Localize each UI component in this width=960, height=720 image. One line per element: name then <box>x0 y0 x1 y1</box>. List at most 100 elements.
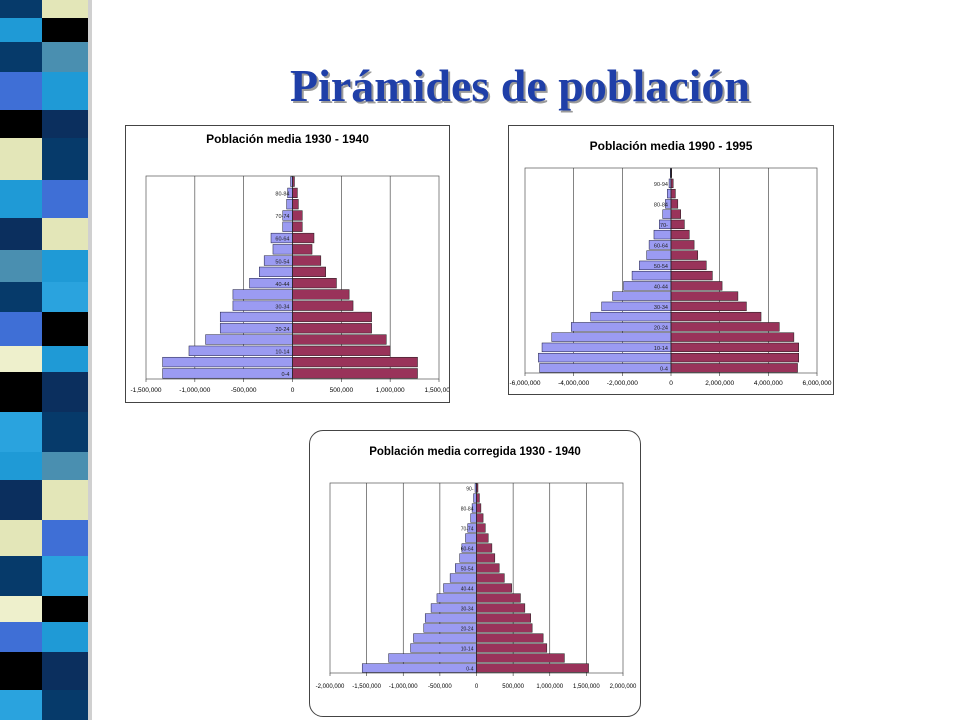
stripe-block-right <box>42 690 90 720</box>
age-group-label: 70- <box>660 223 668 229</box>
stripe-block-right <box>42 0 90 18</box>
stripe-block-left <box>0 72 42 110</box>
bar-male <box>631 270 672 281</box>
age-group-label: 60-64 <box>654 243 668 249</box>
bar-female <box>292 187 298 199</box>
x-tick-label: 0 <box>475 684 479 690</box>
stripe-block-left <box>0 42 42 72</box>
age-group-label: 70-74 <box>275 214 289 220</box>
bar-female <box>292 345 391 356</box>
x-tick-label: -4,000,000 <box>558 380 589 387</box>
age-group-label: 50-54 <box>461 566 474 572</box>
bar-female <box>670 260 707 271</box>
x-tick-label: -1,000,000 <box>179 387 210 394</box>
bar-female <box>476 583 512 593</box>
age-group-label: 50-54 <box>654 264 668 270</box>
stripe-block-right <box>42 652 90 690</box>
age-group-label: 60-64 <box>275 237 289 243</box>
bar-male <box>162 356 293 368</box>
age-group-label: 20-24 <box>654 325 668 331</box>
x-tick-label: -6,000,000 <box>509 380 540 387</box>
age-group-label: 10-14 <box>654 346 668 352</box>
bar-female <box>476 663 589 673</box>
stripe-block-left <box>0 652 42 690</box>
bar-female <box>292 300 354 311</box>
bar-female <box>476 503 482 513</box>
age-group-label: 30-34 <box>461 606 474 612</box>
age-group-label: 90-94 <box>654 182 668 188</box>
stripe-block-left <box>0 110 42 138</box>
pyramid-chart-1930-1940: Población media 1930 - 1940 -1,500,000 -1,… <box>125 125 450 403</box>
age-group-label: 80-84 <box>654 202 668 208</box>
stripe-block-right <box>42 18 90 42</box>
bar-female <box>292 278 337 289</box>
bar-female <box>292 311 372 323</box>
bar-female <box>292 244 313 255</box>
stripe-block-left <box>0 250 42 282</box>
pyramid-chart-corrected-1930-1940: Población media corregida 1930 - 1940 -2,… <box>309 430 641 717</box>
bar-female <box>476 513 484 523</box>
age-group-label: 80-84 <box>461 506 474 512</box>
age-group-label: 30-34 <box>275 304 289 310</box>
x-tick-label: -2,000,000 <box>607 380 638 387</box>
bar-female <box>476 613 531 623</box>
age-group-label: 30-34 <box>654 305 668 311</box>
bar-female <box>476 593 521 603</box>
bar-male <box>259 266 293 277</box>
stripe-block-right <box>42 218 90 250</box>
bar-female <box>476 553 496 563</box>
age-group-label: 10-14 <box>461 646 474 652</box>
age-group-label: 60-64 <box>461 546 474 552</box>
x-tick-label: -2,000,000 <box>316 684 345 690</box>
bar-male <box>282 221 293 232</box>
stripe-block-left <box>0 180 42 218</box>
bar-female <box>670 332 795 342</box>
stripe-block-left <box>0 0 42 18</box>
bar-female <box>292 334 387 345</box>
stripe-block-left <box>0 372 42 412</box>
bar-male <box>541 342 672 353</box>
bar-male <box>646 250 672 260</box>
bar-female <box>670 219 685 230</box>
bar-female <box>476 623 533 633</box>
x-tick-label: 6,000,000 <box>803 380 832 387</box>
stripe-block-left <box>0 312 42 346</box>
bar-female <box>476 573 505 583</box>
bar-male <box>162 368 293 379</box>
stripe-block-right <box>42 480 90 520</box>
stripe-block-left <box>0 346 42 372</box>
bar-female <box>670 270 713 281</box>
age-group-label: 0-4 <box>282 372 290 378</box>
stripe-block-right <box>42 556 90 596</box>
bar-male <box>361 663 477 673</box>
bar-male <box>538 352 672 363</box>
x-tick-label: 500,000 <box>330 387 354 394</box>
bar-female <box>670 229 690 240</box>
age-group-label: 10-14 <box>275 350 289 356</box>
age-group-label: 70-74 <box>461 526 474 532</box>
bar-female <box>476 533 489 543</box>
age-group-label: 40-44 <box>654 284 668 290</box>
bar-female <box>476 653 565 663</box>
x-tick-label: -500,000 <box>428 684 452 690</box>
bar-female <box>476 643 548 653</box>
bar-female <box>476 543 493 553</box>
x-tick-label: 2,000,000 <box>705 380 734 387</box>
bar-male <box>388 653 477 663</box>
bar-female <box>476 493 480 503</box>
pyramid-chart-1990-1995-plot: Población media 1990 - 1995 -6,000,000 -4,… <box>509 139 832 387</box>
bar-female <box>670 188 676 199</box>
bar-male <box>232 289 293 300</box>
stripe-block-left <box>0 218 42 250</box>
bar-male <box>667 188 672 199</box>
bar-female <box>292 266 326 277</box>
bar-male <box>286 199 293 210</box>
age-group-label: 40-44 <box>275 282 289 288</box>
bar-female <box>292 232 315 244</box>
bar-male <box>436 593 477 603</box>
bar-male <box>662 209 672 219</box>
bar-female <box>292 199 299 210</box>
bar-female <box>670 291 739 301</box>
x-tick-label: 500,000 <box>502 684 524 690</box>
x-tick-label: 0 <box>291 387 295 394</box>
